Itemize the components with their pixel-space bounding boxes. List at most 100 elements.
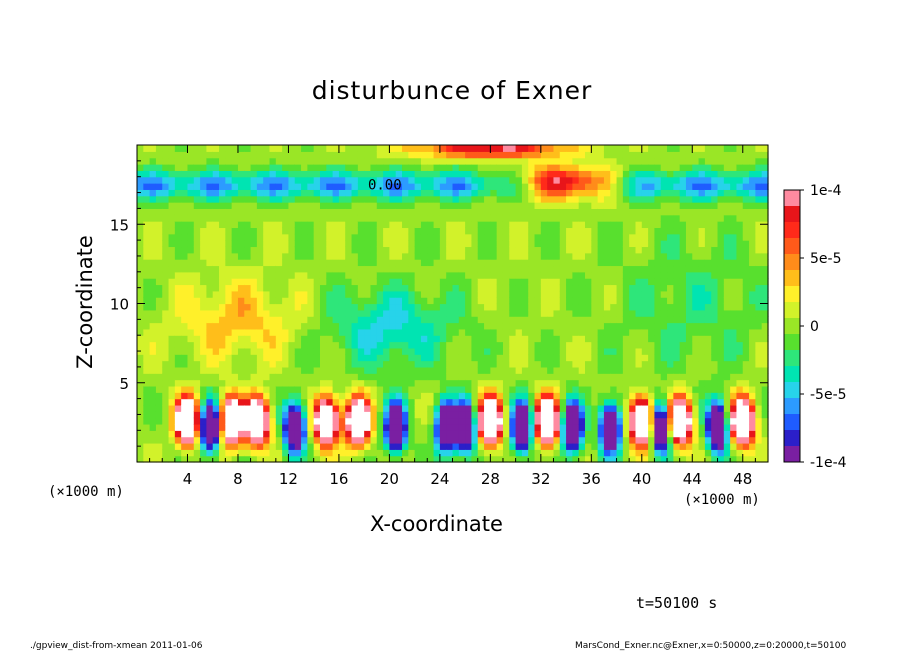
heatmap-cell xyxy=(174,449,182,457)
heatmap-cell xyxy=(376,328,384,336)
heatmap-cell xyxy=(174,290,182,298)
heatmap-cell xyxy=(250,423,258,431)
heatmap-cell xyxy=(502,170,510,178)
heatmap-cell xyxy=(484,202,491,209)
heatmap-cell xyxy=(149,366,157,374)
heatmap-cell xyxy=(559,189,567,197)
heatmap-cell xyxy=(723,284,731,292)
heatmap-cell xyxy=(711,208,719,216)
heatmap-cell xyxy=(502,208,510,216)
heatmap-cell xyxy=(326,195,334,203)
heatmap-cell xyxy=(269,195,277,203)
heatmap-cell xyxy=(742,316,750,324)
heatmap-cell xyxy=(427,411,435,419)
heatmap-cell xyxy=(730,151,738,159)
heatmap-cell xyxy=(383,411,390,419)
heatmap-cell xyxy=(256,227,264,235)
heatmap-cell xyxy=(414,265,422,273)
heatmap-cell xyxy=(749,252,756,260)
heatmap-cell xyxy=(717,246,725,254)
heatmap-cell xyxy=(319,442,327,450)
heatmap-cell xyxy=(307,145,315,152)
heatmap-cell xyxy=(502,398,510,406)
heatmap-cell xyxy=(490,227,498,235)
heatmap-cell xyxy=(225,284,233,292)
heatmap-cell xyxy=(610,398,618,406)
heatmap-cell xyxy=(307,385,315,393)
heatmap-cell xyxy=(389,385,397,393)
heatmap-cell xyxy=(528,455,536,463)
heatmap-cell xyxy=(168,430,176,438)
heatmap-cell xyxy=(326,221,334,229)
heatmap-cell xyxy=(641,385,649,393)
heatmap-cell xyxy=(528,297,536,305)
heatmap-cell xyxy=(648,309,656,317)
heatmap-cell xyxy=(477,170,485,178)
heatmap-cell xyxy=(730,214,738,222)
heatmap-cell xyxy=(326,449,334,457)
heatmap-cell xyxy=(635,233,643,241)
heatmap-cell xyxy=(364,214,372,222)
heatmap-cell xyxy=(471,189,479,197)
heatmap-cell xyxy=(547,423,555,431)
heatmap-cell xyxy=(660,341,668,349)
heatmap-cell xyxy=(427,385,435,393)
heatmap-cell xyxy=(193,265,201,273)
heatmap-cell xyxy=(711,265,719,273)
heatmap-cell xyxy=(345,366,353,374)
heatmap-cell xyxy=(263,379,271,387)
heatmap-cell xyxy=(641,259,649,267)
heatmap-cell xyxy=(301,278,308,286)
heatmap-cell xyxy=(332,297,340,305)
heatmap-cell xyxy=(711,183,719,190)
heatmap-cell xyxy=(294,271,302,279)
heatmap-cell xyxy=(288,392,296,400)
heatmap-cell xyxy=(250,341,258,349)
heatmap-cell xyxy=(294,157,302,165)
heatmap-cell xyxy=(591,455,599,463)
heatmap-cell xyxy=(200,290,208,298)
heatmap-cell xyxy=(578,202,586,209)
heatmap-cell xyxy=(155,252,163,260)
heatmap-cell xyxy=(307,202,315,209)
heatmap-cell xyxy=(225,354,233,362)
heatmap-cell xyxy=(553,442,561,450)
heatmap-cell xyxy=(149,227,157,235)
heatmap-cell xyxy=(370,455,378,463)
heatmap-cell xyxy=(711,392,719,400)
heatmap-cell xyxy=(168,246,176,254)
heatmap-cell xyxy=(200,227,208,235)
heatmap-cell xyxy=(395,398,403,406)
heatmap-cell xyxy=(761,430,769,438)
heatmap-cell xyxy=(458,335,466,343)
heatmap-cell xyxy=(282,398,290,406)
heatmap-cell xyxy=(174,183,182,190)
heatmap-cell xyxy=(648,385,656,393)
heatmap-cell xyxy=(420,379,428,387)
heatmap-cell xyxy=(149,265,157,273)
heatmap-cell xyxy=(181,227,189,235)
heatmap-cell xyxy=(181,379,189,387)
heatmap-cell xyxy=(212,322,220,330)
heatmap-cell xyxy=(730,290,738,298)
heatmap-cell xyxy=(137,385,144,393)
heatmap-cell xyxy=(471,157,479,165)
heatmap-cell xyxy=(326,265,334,273)
heatmap-cell xyxy=(597,423,605,431)
heatmap-cell xyxy=(667,430,674,438)
heatmap-cell xyxy=(540,366,548,374)
heatmap-cell xyxy=(212,411,220,419)
heatmap-cell xyxy=(704,316,712,324)
heatmap-cell xyxy=(484,449,491,457)
heatmap-cell xyxy=(679,252,687,260)
heatmap-cell xyxy=(502,430,510,438)
heatmap-cell xyxy=(534,252,542,260)
heatmap-cell xyxy=(383,233,390,241)
heatmap-cell xyxy=(174,322,182,330)
heatmap-cell xyxy=(654,303,662,311)
heatmap-cell xyxy=(685,341,693,349)
heatmap-cell xyxy=(168,183,176,190)
heatmap-cell xyxy=(174,379,182,387)
heatmap-cell xyxy=(408,297,416,305)
heatmap-cell xyxy=(477,227,485,235)
